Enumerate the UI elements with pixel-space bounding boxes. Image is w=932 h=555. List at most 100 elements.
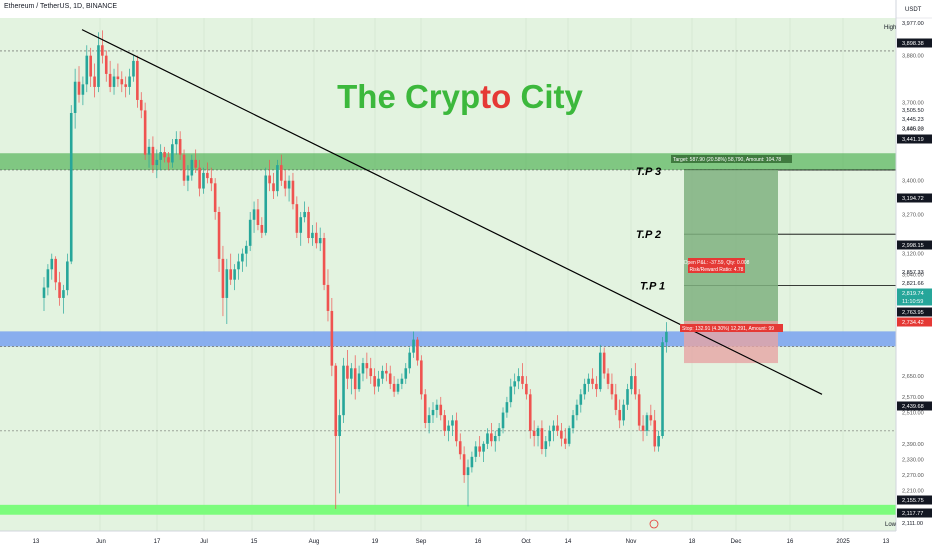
candle-body xyxy=(276,165,279,192)
time-label: 15 xyxy=(251,539,258,545)
candle-body xyxy=(439,404,443,416)
candle-body xyxy=(478,446,481,452)
price-marker: 3,977.00 xyxy=(902,21,924,27)
trendline[interactable] xyxy=(81,29,823,395)
candle-body xyxy=(486,433,489,444)
target-box[interactable] xyxy=(684,169,778,329)
candle-body xyxy=(62,290,65,298)
candle-body xyxy=(85,55,89,85)
time-label: 19 xyxy=(372,539,379,545)
price-tick: 3,700.00 xyxy=(902,101,924,107)
candle-body xyxy=(342,365,345,416)
price-marker-bg xyxy=(897,38,932,48)
candle-body xyxy=(108,73,112,87)
high-label: High xyxy=(884,25,896,31)
price-marker: 3,898.38 xyxy=(902,41,924,47)
candle-body xyxy=(350,368,353,379)
price-marker: 2,111.00 xyxy=(902,521,923,527)
time-label: Dec xyxy=(731,539,742,545)
time-label: 16 xyxy=(787,539,794,545)
price-marker: 2,117.77 xyxy=(902,511,923,517)
candle-body xyxy=(260,225,264,233)
candle-body xyxy=(431,409,435,416)
candle-body xyxy=(143,110,147,155)
time-label: Jul xyxy=(200,539,208,545)
price-tick: 2,210.00 xyxy=(902,489,924,495)
candle-body xyxy=(77,81,81,95)
candle-body xyxy=(587,378,590,384)
candle-body xyxy=(299,217,303,233)
price-tick: 2,390.00 xyxy=(902,442,924,448)
candle-body xyxy=(101,45,104,56)
price-marker-bg xyxy=(897,240,932,250)
stop-label-bg xyxy=(680,324,783,332)
candle-body xyxy=(287,180,291,189)
candle-body xyxy=(606,373,610,384)
event-icon[interactable] xyxy=(649,519,659,529)
candle-body xyxy=(583,383,587,395)
candle-body xyxy=(353,368,357,390)
candle-body xyxy=(229,269,233,280)
candle-body xyxy=(458,441,462,455)
candle-body xyxy=(509,386,513,403)
candle-body xyxy=(630,376,633,390)
candle-body xyxy=(42,287,46,298)
price-marker-bg xyxy=(897,307,932,317)
candle-body xyxy=(81,84,85,95)
candle-body xyxy=(602,352,606,374)
time-label: 2025 xyxy=(836,539,850,545)
candle-body xyxy=(392,383,396,392)
candle-body xyxy=(567,428,571,444)
candle-body xyxy=(54,258,57,283)
candle-body xyxy=(373,376,376,387)
price-axis[interactable]: USDT High Low 3,880.00 3,700.00 3,600.00 3,400… xyxy=(884,0,932,550)
time-axis[interactable]: 13 Jun 17 Jul 15 Aug 19 Sep 16 Oct 14 Nov 18 Dec 16 202… xyxy=(0,519,896,550)
candle-body xyxy=(536,428,540,437)
candle-body xyxy=(311,232,314,239)
candle-body xyxy=(171,144,174,163)
candle-body xyxy=(571,415,575,429)
candle-body xyxy=(661,342,664,437)
candle-body xyxy=(591,378,594,384)
candle-body xyxy=(447,425,450,431)
candle-body xyxy=(579,394,583,405)
target-label: Target: 587.90 (20.58%) 58,790, Amount: … xyxy=(673,157,781,163)
time-axis-bg xyxy=(0,531,896,550)
candle-body xyxy=(544,441,548,450)
candle-body xyxy=(598,352,602,390)
candle-body xyxy=(622,404,625,421)
candle-body xyxy=(50,258,54,270)
candle-body xyxy=(365,363,369,369)
candle-body xyxy=(626,389,629,405)
candle-body xyxy=(560,430,563,439)
candle-body xyxy=(46,269,50,288)
candle-body xyxy=(139,99,143,111)
candle-body xyxy=(505,402,509,413)
candles xyxy=(42,30,668,509)
candle-body xyxy=(563,438,567,444)
time-label: 14 xyxy=(565,539,572,545)
candle-body xyxy=(416,339,419,361)
candle-body xyxy=(58,282,61,298)
price-tick: 2,650.00 xyxy=(902,374,924,380)
time-label: 18 xyxy=(689,539,696,545)
candle-body xyxy=(427,415,431,423)
candle-body xyxy=(264,175,268,233)
candle-body xyxy=(73,81,77,113)
candle-body xyxy=(322,238,326,285)
candle-body xyxy=(244,245,248,254)
candle-body xyxy=(93,76,96,87)
candle-body xyxy=(190,159,194,176)
candle-body xyxy=(89,55,92,77)
price-marker: 2,763.95 xyxy=(902,310,924,316)
candle-body xyxy=(213,183,217,212)
candle-body xyxy=(501,412,505,429)
candle-body xyxy=(423,394,427,423)
annotations: T.P 3 T.P 2 T.P 1 Target: 587.90 (20.58%) 5… xyxy=(636,154,792,332)
price-marker: 2,439.68 xyxy=(902,404,924,410)
candle-body xyxy=(241,253,244,262)
candle-body xyxy=(653,420,657,447)
candle-body xyxy=(466,467,470,476)
candle-body xyxy=(225,269,229,298)
